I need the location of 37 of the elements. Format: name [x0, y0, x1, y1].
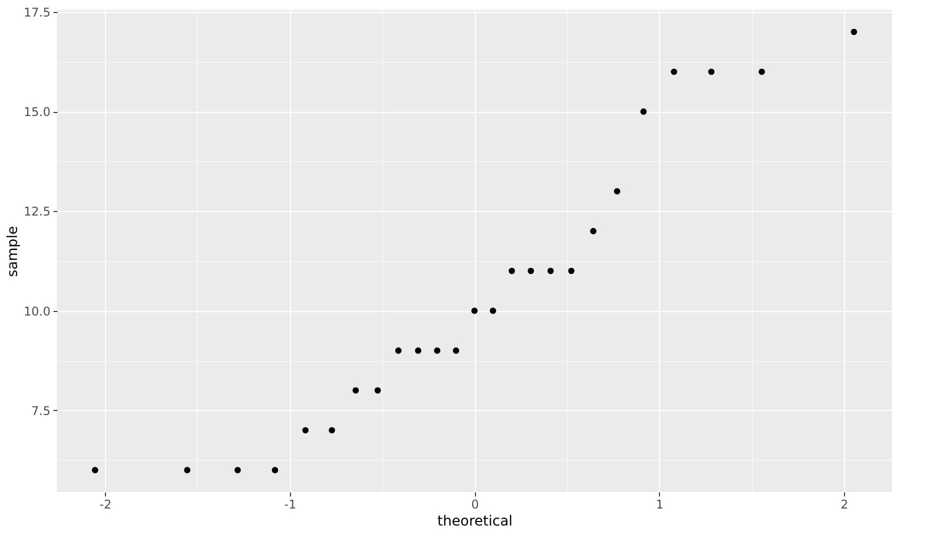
point [850, 28, 858, 36]
x-axis-title: theoretical [437, 514, 513, 530]
point [374, 387, 381, 394]
point [758, 68, 765, 75]
point [328, 427, 336, 434]
point [490, 308, 496, 314]
point [528, 268, 534, 274]
point [184, 466, 190, 474]
y-tick-label: 17.5 [24, 5, 50, 20]
point [92, 466, 98, 474]
point [708, 68, 714, 75]
point [471, 308, 478, 314]
point [434, 347, 440, 354]
point [547, 268, 554, 274]
x-tick-label: -2 [100, 498, 112, 512]
point [508, 268, 515, 274]
x-tick-label: 2 [840, 498, 848, 512]
y-axis-title: sample [4, 226, 21, 277]
point [395, 347, 402, 354]
y-tick-label: 12.5 [24, 204, 50, 219]
y-tick-label: 15.0 [24, 105, 50, 120]
point [640, 108, 647, 115]
point [234, 466, 241, 474]
x-tick-label: 0 [471, 498, 479, 512]
y-tick-label: 7.5 [31, 404, 50, 418]
point [352, 387, 359, 394]
x-tick-label: 1 [656, 498, 664, 512]
point [590, 228, 596, 234]
point [452, 347, 460, 354]
point [614, 188, 620, 194]
x-tick-label: -1 [284, 498, 296, 512]
point [272, 466, 278, 474]
point [568, 268, 574, 274]
point [302, 427, 309, 434]
point [414, 347, 422, 354]
y-tick-label: 10.0 [24, 304, 50, 318]
point [670, 68, 678, 75]
